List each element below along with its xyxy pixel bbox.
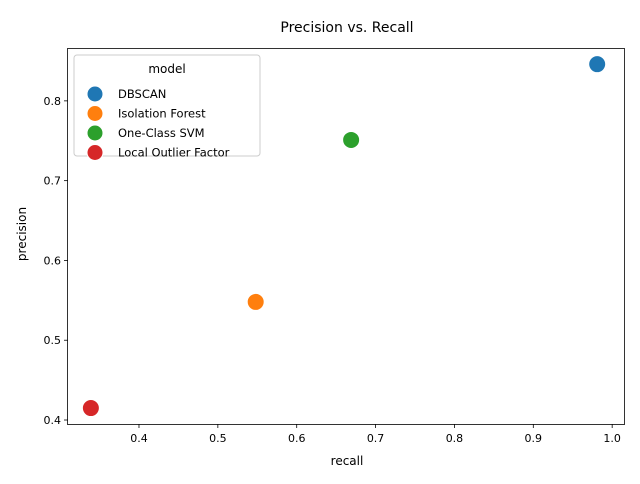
- legend-marker: [86, 124, 104, 142]
- plot-frame: [67, 48, 625, 425]
- data-point: [588, 55, 607, 74]
- legend-title: model: [148, 62, 185, 76]
- x-tick-label: 0.4: [130, 432, 148, 445]
- y-tick-label: 0.7: [44, 175, 62, 188]
- y-axis-ticks: 0.4 0.5 0.6 0.7 0.8: [44, 95, 68, 427]
- y-tick-label: 0.5: [44, 334, 62, 347]
- legend: model DBSCAN Isolation Forest One-Class SV…: [73, 54, 261, 161]
- legend-marker: [86, 144, 104, 161]
- legend-label: Local Outlier Factor: [118, 146, 230, 160]
- data-point: [81, 399, 100, 418]
- legend-marker: [86, 85, 104, 103]
- legend-marker: [86, 105, 104, 122]
- x-tick-label: 0.9: [525, 432, 543, 445]
- chart-title: Precision vs. Recall: [280, 20, 413, 36]
- y-tick-label: 0.4: [44, 414, 62, 427]
- x-tick-label: 0.6: [288, 432, 306, 445]
- x-tick-label: 0.5: [209, 432, 227, 445]
- data-points: [81, 55, 607, 418]
- legend-frame: [73, 54, 261, 157]
- y-axis-label: precision: [15, 207, 29, 261]
- data-point: [246, 292, 265, 311]
- legend-label: Isolation Forest: [118, 107, 206, 121]
- legend-label: One-Class SVM: [118, 126, 205, 140]
- x-axis-ticks: 0.4 0.5 0.6 0.7 0.8 0.9 1.0: [130, 424, 621, 445]
- x-axis-label: recall: [331, 454, 364, 468]
- y-tick-label: 0.6: [44, 254, 62, 267]
- x-tick-label: 0.8: [446, 432, 464, 445]
- legend-items: DBSCAN Isolation Forest One-Class SVM Local…: [86, 85, 230, 161]
- x-tick-label: 1.0: [603, 432, 621, 445]
- data-point: [342, 130, 361, 149]
- legend-label: DBSCAN: [118, 87, 166, 101]
- y-tick-label: 0.8: [44, 95, 62, 108]
- x-tick-label: 0.7: [367, 432, 385, 445]
